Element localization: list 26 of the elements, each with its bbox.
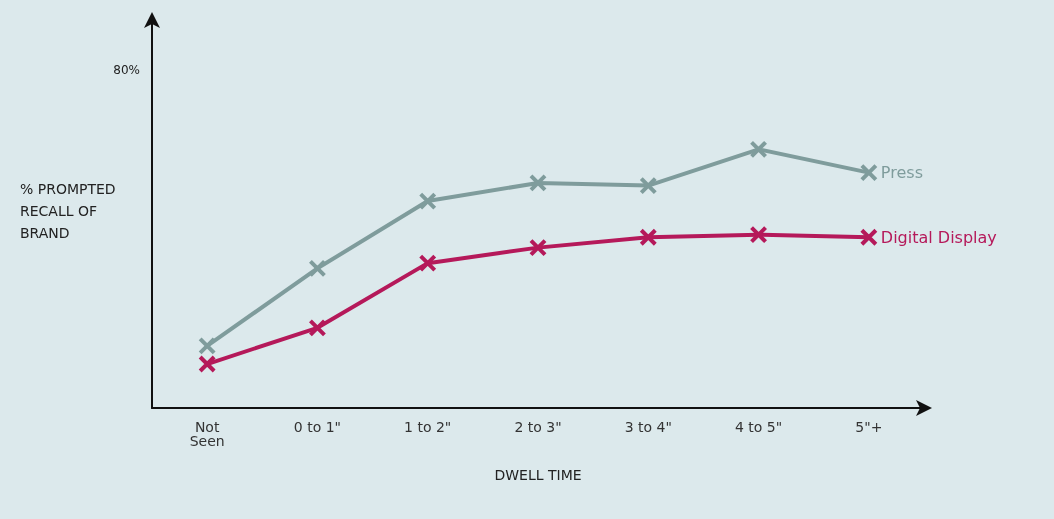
point [308,318,327,337]
point [418,254,437,273]
point [529,238,547,257]
point [198,336,217,355]
point [198,355,217,374]
x-tick-label: 1 to 2" [404,419,452,435]
x-tick-label: 5"+ [855,419,883,435]
point [308,259,327,278]
point [418,192,437,211]
point [529,173,547,192]
x-tick-label: Not Seen [189,419,225,449]
series-label: Digital Display [880,227,997,247]
point [749,225,768,244]
x-tick-label: 2 to 3" [514,419,562,435]
x-tick-label: 4 to 5" [734,419,783,435]
point [859,163,878,182]
series-label: Press [880,163,923,183]
x-tick-label: 0 to 1" [293,419,342,435]
x-tick-label: 3 to 4" [624,419,672,435]
point [859,228,878,247]
point [639,228,658,247]
x-axis-title: DWELL TIME [494,467,582,483]
point [749,140,768,159]
point [639,176,658,195]
text: 80% [113,63,140,77]
y-axis-title: % PROMPTED RECALL OF BRAND [20,181,121,241]
